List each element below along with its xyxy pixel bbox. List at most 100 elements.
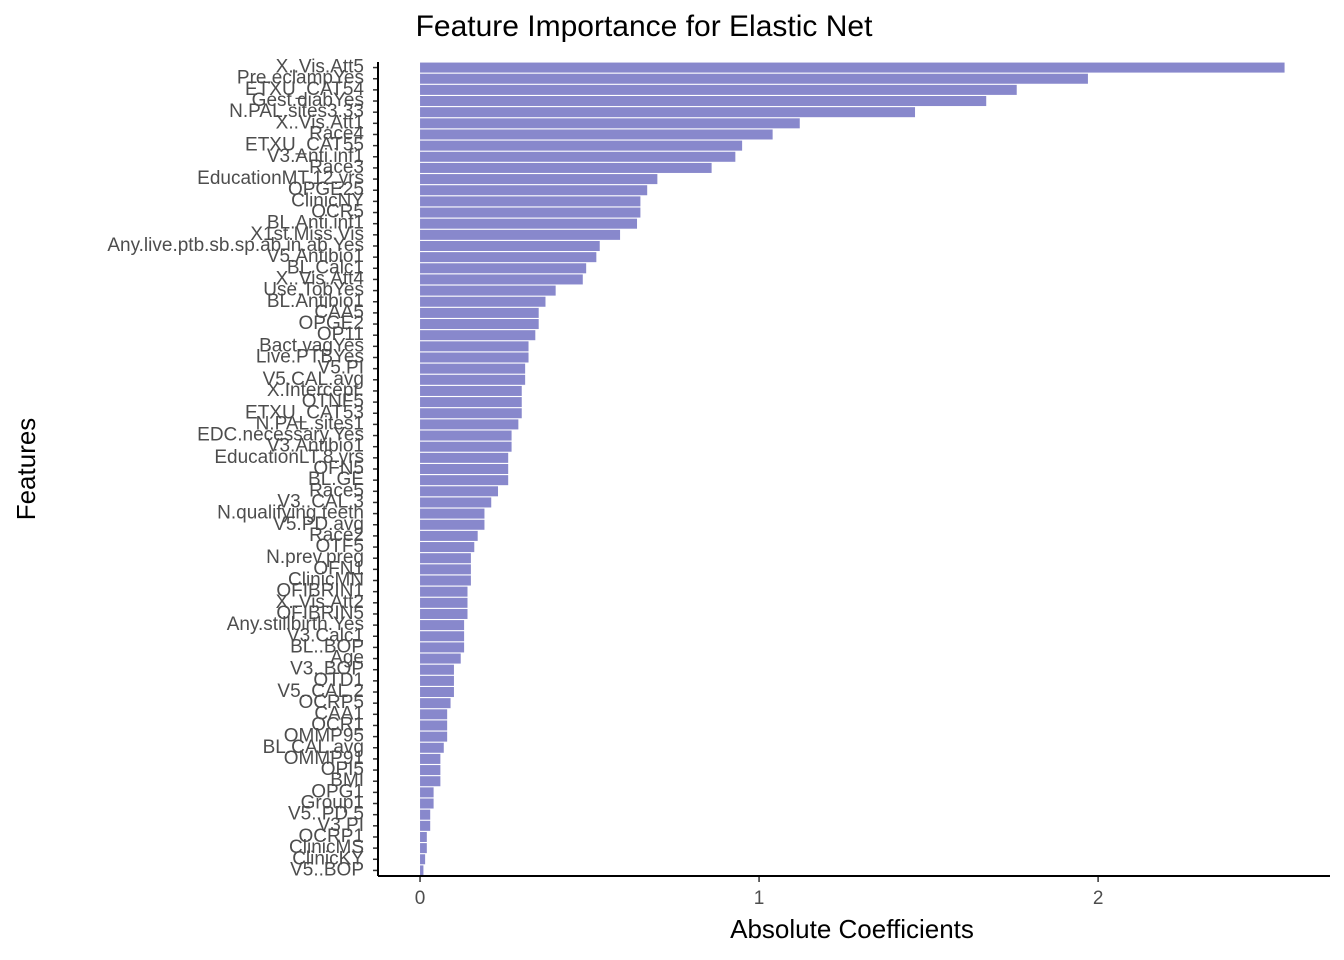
y-tick-label: BL.GE [308, 469, 364, 490]
y-tick-label: ETXU_CAT55 [245, 135, 364, 156]
bar [420, 185, 648, 196]
bar [420, 486, 499, 497]
y-tick-label: OPG1 [311, 781, 364, 802]
x-tick-label: 2 [1093, 888, 1104, 909]
bar [420, 408, 522, 419]
y-tick-label: V3.Calc1 [287, 625, 364, 646]
y-tick-label: OFIBRIN1 [276, 581, 364, 602]
bar [420, 675, 454, 686]
bar [420, 586, 468, 597]
y-tick-label: OFN5 [313, 458, 364, 479]
bar [420, 430, 512, 441]
y-tick-label: ClinicMS [289, 837, 364, 858]
bar [420, 519, 485, 530]
bar [420, 319, 539, 330]
bar [420, 809, 431, 820]
bar [420, 62, 1285, 73]
bar [420, 229, 621, 240]
y-tick-label: OTNF5 [302, 391, 364, 412]
bar [420, 608, 468, 619]
y-tick-label: ETXU_CAT53 [245, 402, 364, 423]
bar [420, 542, 475, 553]
bar [420, 240, 600, 252]
bar [420, 441, 512, 452]
y-tick-label: BL.Anti.inf1 [267, 213, 364, 234]
bar [420, 631, 465, 642]
bar [420, 698, 451, 709]
y-tick-label: OMMP95 [284, 726, 364, 747]
y-tick-label: OCRP1 [299, 826, 364, 847]
bar [420, 296, 546, 307]
bar [420, 419, 519, 430]
bar [420, 820, 431, 831]
bar [420, 553, 471, 564]
y-tick-label: X..Vis.Att4 [276, 268, 365, 289]
bar [420, 397, 522, 408]
y-tick-label: OCRP5 [299, 692, 364, 713]
bar [420, 497, 492, 508]
bar [420, 151, 736, 162]
bar [420, 73, 1088, 84]
bar [420, 575, 471, 586]
bar [420, 196, 641, 207]
bar [420, 620, 465, 631]
y-tick-label: V3.Anti.inf1 [267, 146, 364, 167]
y-tick-label: OP11 [317, 324, 364, 345]
y-tick-label: OCR1 [311, 714, 364, 735]
bar [420, 742, 444, 753]
y-tick-label: OPGE2 [299, 313, 364, 334]
bar [420, 709, 448, 720]
y-tick-label: OMMP91 [284, 748, 364, 769]
y-tick-label: Race3 [309, 157, 364, 178]
y-tick-label: ETXU_CAT54 [245, 79, 364, 100]
y-tick-label: V5..BOP [290, 859, 364, 880]
bar [420, 753, 441, 764]
y-tick-label: OTD1 [313, 670, 364, 691]
y-tick-label: ClinicKY [292, 848, 364, 869]
y-tick-label: EDC.necessary.Yes [197, 425, 364, 446]
bar [420, 686, 454, 698]
bar [420, 765, 441, 776]
bar [420, 140, 743, 151]
x-axis-label: Absolute Coefficients [730, 914, 974, 944]
y-tick-label: X..Vis.Att5 [276, 57, 364, 78]
bar [420, 776, 441, 787]
y-tick-label: Bact.vagYes [259, 335, 364, 356]
bar [420, 363, 526, 374]
y-tick-label: N.PAL.sites3.33 [229, 101, 364, 122]
bar [420, 720, 448, 731]
bar [420, 642, 465, 653]
bar [420, 854, 426, 865]
bar [420, 597, 468, 608]
bar [420, 263, 587, 274]
y-tick-label: BL.Antibio1 [267, 291, 364, 312]
y-tick-label: N.qualifying.teeth [217, 503, 364, 524]
chart-title: Feature Importance for Elastic Net [416, 10, 874, 43]
y-tick-label: Use.TobYes [263, 280, 364, 301]
bar [420, 508, 485, 519]
y-tick-label: ClinicMN [288, 570, 364, 591]
y-tick-label: Live.PTBYes [256, 347, 364, 368]
bar [420, 831, 427, 842]
x-tick-label: 0 [415, 888, 426, 909]
y-tick-label: BL.CAL.avg [263, 737, 364, 758]
y-tick-label: V5.PI [318, 358, 364, 379]
bar [420, 307, 539, 318]
bar [420, 252, 597, 263]
y-tick-label: CAA5 [314, 302, 364, 323]
y-tick-label: V5.CAL.avg [263, 369, 364, 390]
y-axis-label: Features [11, 418, 41, 521]
y-tick-label: OTF5 [315, 536, 364, 557]
y-tick-label: X..Vis.Att1 [276, 112, 364, 133]
y-tick-label: Pre.eclampYes [237, 68, 364, 89]
y-tick-label: V3..CAL.3 [277, 491, 364, 512]
bar [420, 653, 461, 664]
y-tick-label: V3.PI [318, 815, 364, 836]
y-tick-label: OPI5 [321, 759, 364, 780]
y-tick-label: Any.stillbirth.Yes [227, 614, 364, 635]
bar [420, 463, 509, 475]
y-tick-label: V5..CAL.2 [277, 681, 364, 702]
bar [420, 475, 509, 486]
y-tick-label: EducationLT.8.yrs [214, 447, 364, 468]
